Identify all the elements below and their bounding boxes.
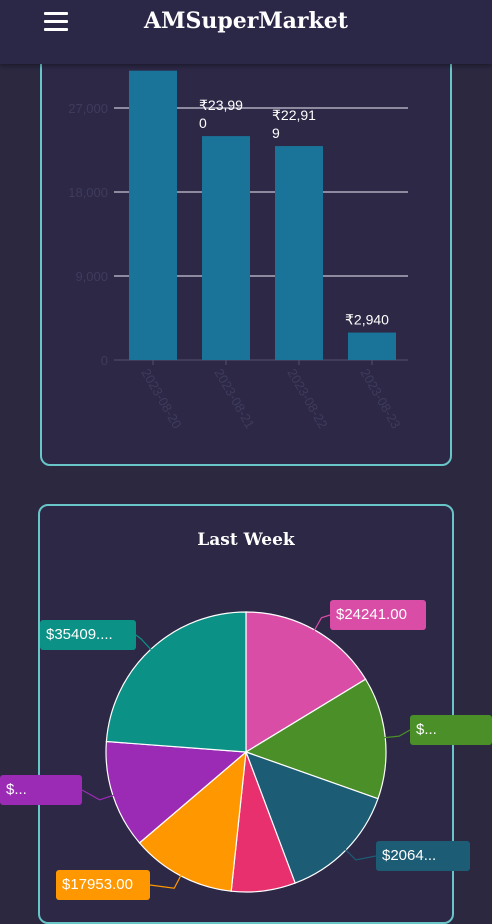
pie-chart-title: Last Week [197, 530, 295, 550]
bar[interactable] [202, 136, 250, 360]
app-title: AMSuperMarket [144, 8, 348, 34]
hamburger-menu-icon[interactable] [44, 12, 68, 32]
bar[interactable] [348, 332, 396, 360]
daily-sales-card: 0 9,000 18,000 27,000 2023-08-20 2023-08-21 ₹2… [40, 30, 452, 466]
app-bar: AMSuperMarket [0, 0, 492, 64]
y-tick-label: 18,000 [68, 185, 108, 200]
pie-slice-label: $... [410, 715, 492, 745]
y-tick-label: 9,000 [75, 269, 108, 284]
bar-value-label: ₹2,940 [345, 312, 389, 328]
pie-slice-label: $35409.... [40, 620, 136, 650]
pie-leader-line [312, 614, 331, 634]
pie-slice-label: $2064... [376, 841, 470, 871]
bar-value-label: ₹23,99 0 [199, 97, 243, 131]
pie-leader-line [342, 846, 377, 861]
pie-slice-label: $17953.00 [56, 870, 150, 900]
pie-leader-line [149, 872, 184, 889]
pie-slice-label: $... [0, 775, 82, 805]
bar[interactable] [129, 70, 177, 360]
pie-chart [81, 611, 411, 893]
pie-slice-label: $24241.00 [330, 600, 426, 630]
pie-leader-line [135, 634, 154, 653]
bar[interactable] [275, 146, 323, 360]
pie-leader-line [381, 729, 411, 739]
bar-value-label: ₹22,91 9 [272, 107, 316, 141]
y-tick-label: 0 [101, 353, 108, 368]
y-tick-label: 27,000 [68, 101, 108, 116]
pie-leader-line [81, 789, 117, 801]
